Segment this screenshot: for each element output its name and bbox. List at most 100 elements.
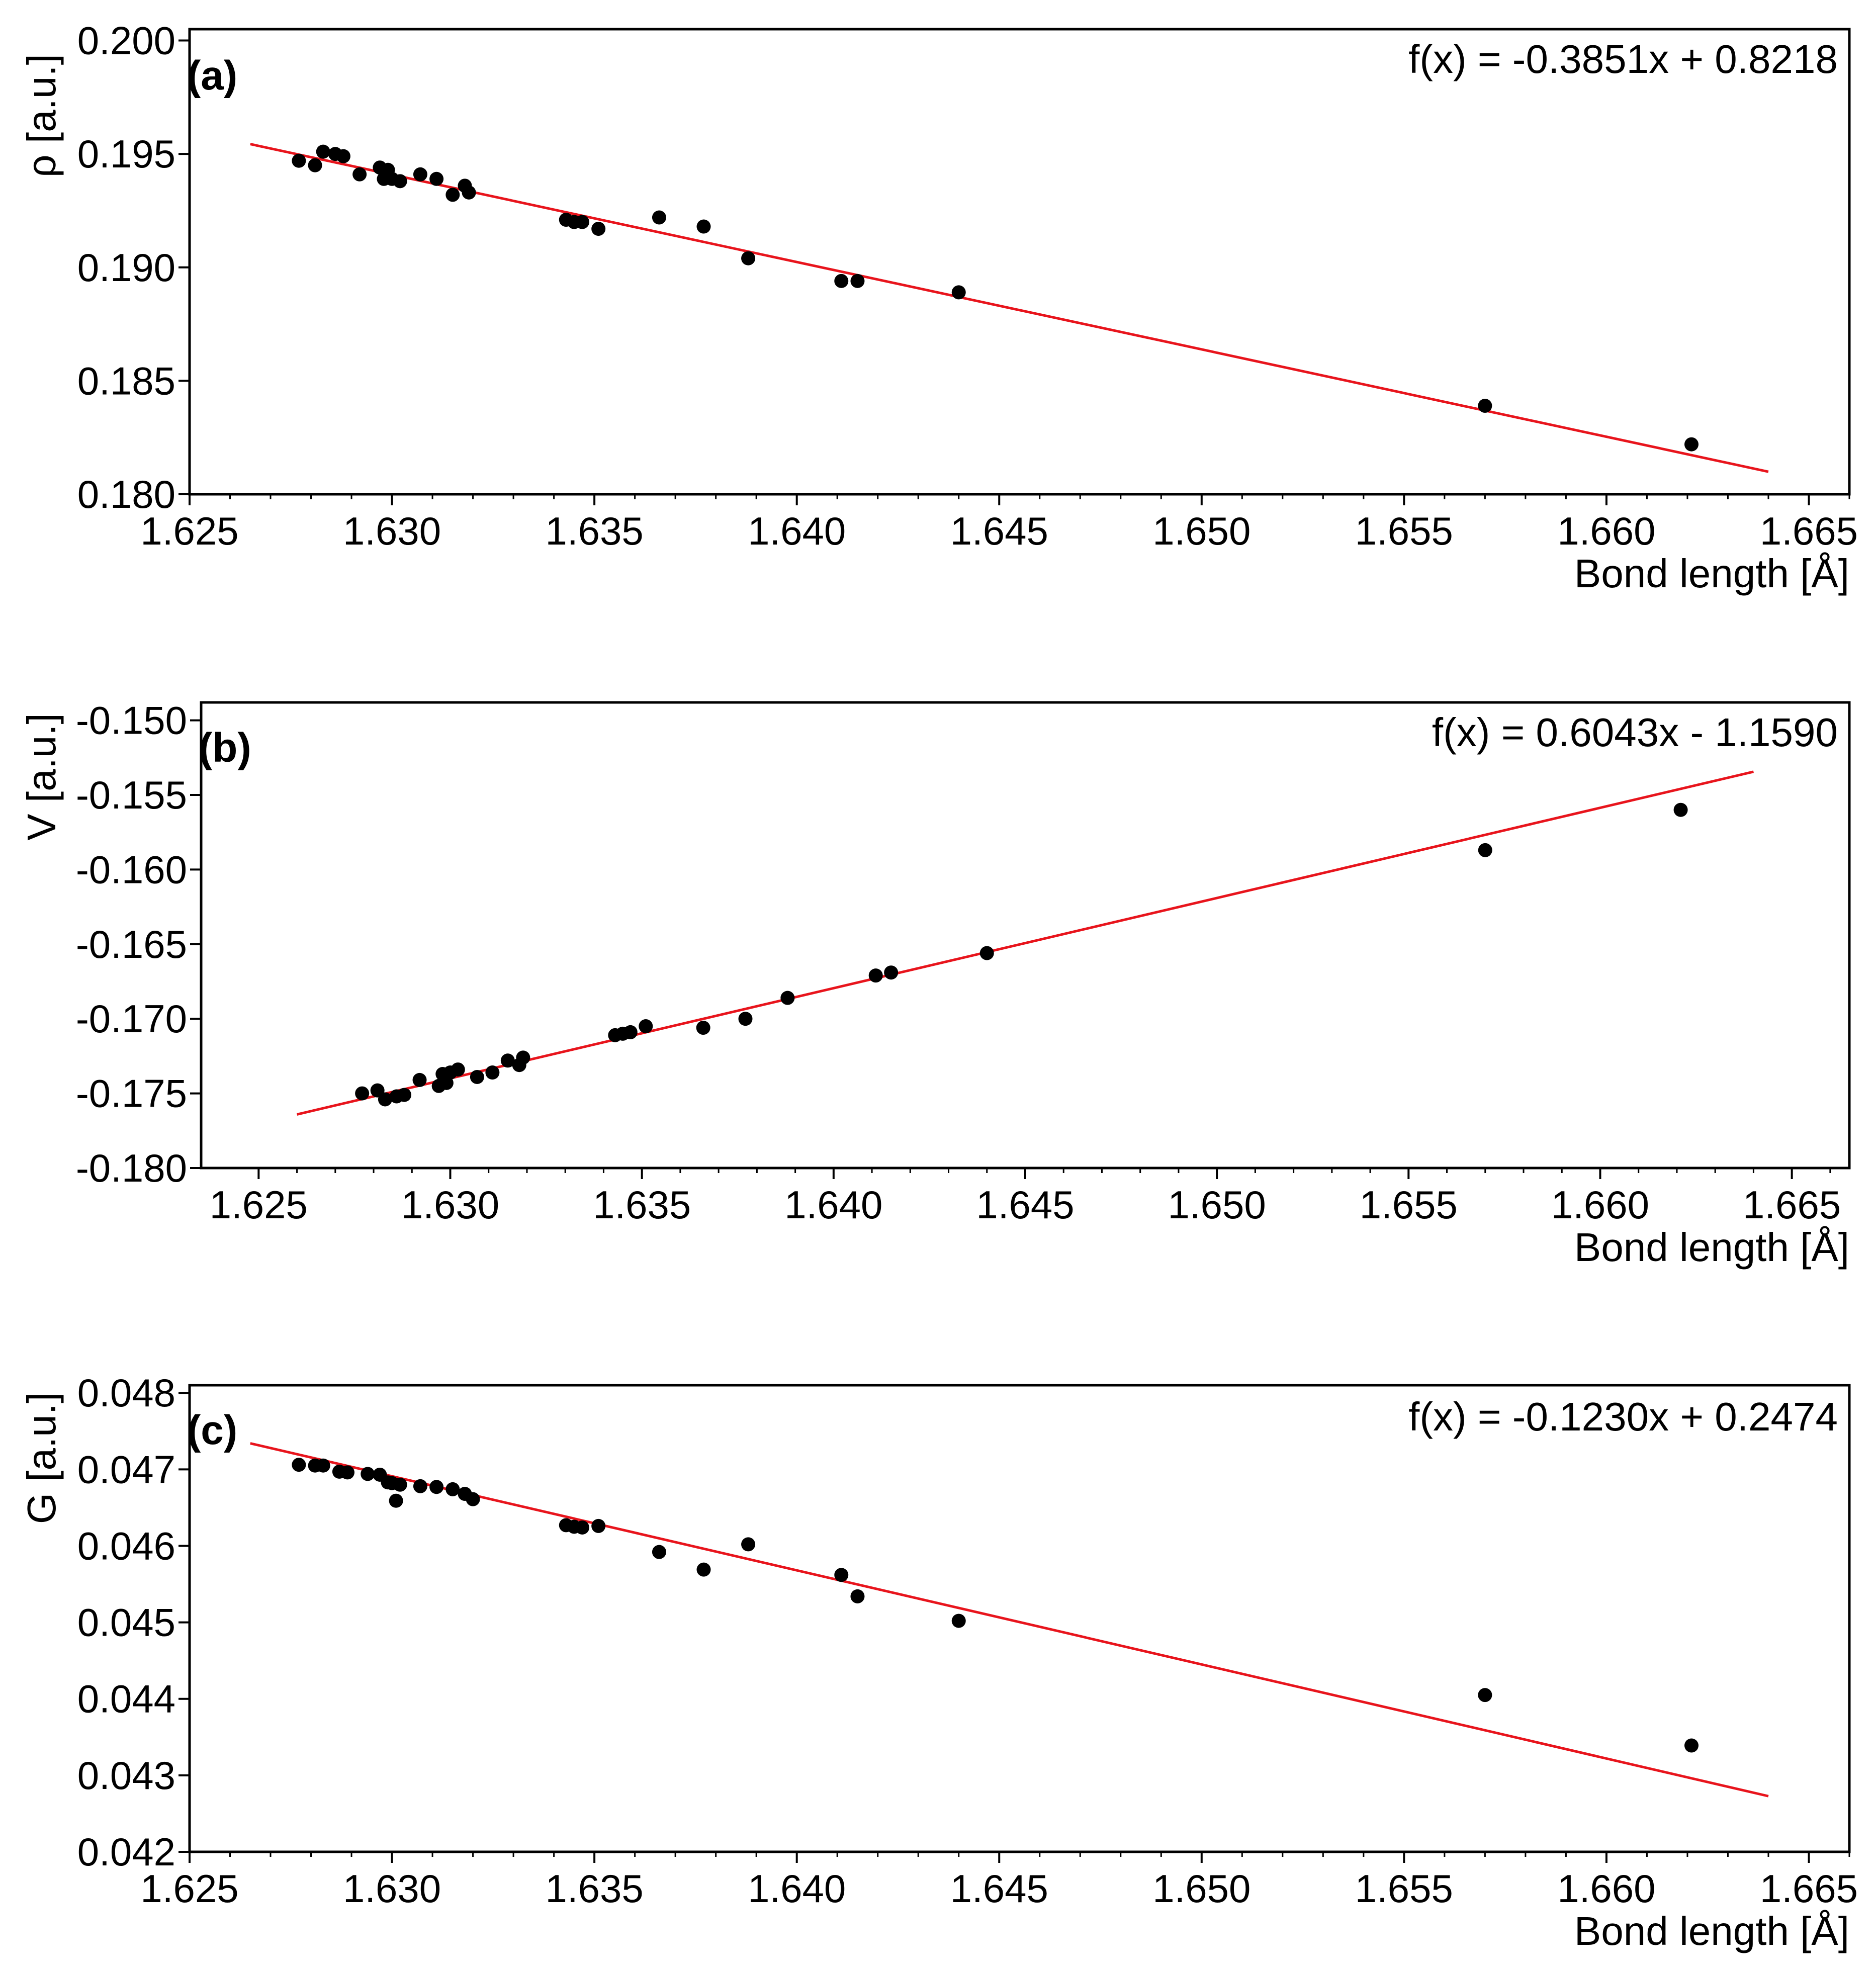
panel-b-x-tick-label: 1.660 (1551, 1183, 1649, 1227)
panel-a-x-tick-label: 1.650 (1152, 509, 1250, 553)
panel-a-data-point (1478, 399, 1492, 413)
panel-c-x-tick-label: 1.630 (343, 1866, 441, 1911)
panel-b-y-tick-label: -0.150 (76, 698, 187, 743)
panel-b-data-point (868, 968, 883, 983)
panel-a-y-axis-title: ρ [a.u.] (19, 54, 64, 177)
panel-c-data-point (696, 1562, 711, 1577)
panel-c: 1.625 1.630 1.635 1.640 1.645 1.650 1.655 1.660… (19, 1371, 1858, 1953)
panel-c-data-point (316, 1458, 330, 1473)
panel-a-y-tick-label: 0.185 (77, 359, 175, 403)
panel-b-data-point (1673, 802, 1688, 817)
panel-a-y-tick-label: 0.195 (77, 132, 175, 176)
panel-b-x-tick-label: 1.630 (401, 1183, 499, 1227)
panel-c-data-point (575, 1520, 589, 1535)
panel-b-data-point (780, 991, 795, 1005)
panel-c-data-point (1684, 1738, 1699, 1753)
panel-b: 1.625 1.630 1.635 1.640 1.645 1.650 1.655 1.660… (19, 698, 1851, 1270)
panel-c-y-tick-label: 0.042 (77, 1830, 175, 1874)
panel-c-x-tick-label: 1.650 (1152, 1866, 1250, 1911)
panel-a-x-tick-label: 1.640 (748, 509, 846, 553)
panel-a-x-tick-label: 1.645 (950, 509, 1048, 553)
panel-a-data-point (292, 153, 306, 168)
panel-a-y-tick-label: 0.190 (77, 245, 175, 290)
panel-b-data-point (639, 1019, 653, 1034)
panel-a-data-point (696, 219, 711, 234)
panel-b-x-tick-label: 1.665 (1743, 1183, 1841, 1227)
panel-b-label: (b) (199, 725, 251, 771)
panel-a-data-point (462, 185, 476, 200)
panel-b-y-tick-label: -0.155 (76, 773, 187, 817)
panel-a-plot-area: 1.625 1.630 1.635 1.640 1.645 1.650 1.655 1.660… (77, 19, 1858, 553)
panel-b-fit-line (297, 770, 1754, 1116)
panel-a-x-tick-label: 1.630 (343, 509, 441, 553)
panel-b-x-axis-title: Bond length [Å] (1574, 1225, 1849, 1270)
panel-b-y-tick-label: -0.160 (76, 847, 187, 891)
panel-b-data-point (1478, 843, 1492, 857)
panel-b-data-point (979, 946, 994, 960)
panel-a-x-tick-label: 1.665 (1760, 509, 1858, 553)
panel-c-data-point (591, 1518, 606, 1533)
panel-c-data-point (361, 1467, 375, 1481)
panel-c-y-tick-label: 0.044 (77, 1677, 175, 1721)
panel-a-label: (a) (187, 53, 237, 99)
panel-c-frame (188, 1384, 1851, 1853)
panel-a-x-tick-label: 1.635 (546, 509, 644, 553)
panel-a-data-point (393, 174, 407, 189)
panel-b-data-point (397, 1088, 412, 1102)
panel-a-x-tick-label: 1.655 (1355, 509, 1453, 553)
panel-a-y-tick-label: 0.180 (77, 472, 175, 516)
panel-b-y-axis-title: V [a.u.] (19, 713, 64, 840)
panel-c-data-point (413, 1479, 427, 1493)
panel-c-equation: f(x) = -0.1230x + 0.2474 (1408, 1394, 1838, 1439)
panel-b-data-point (696, 1021, 710, 1035)
panel-c-x-axis-title: Bond length [Å] (1574, 1909, 1849, 1953)
panel-b-data-point (623, 1025, 638, 1039)
panel-b-data-point (738, 1012, 753, 1026)
panel-b-x-tick-label: 1.655 (1360, 1183, 1458, 1227)
panel-a-x-tick-label: 1.625 (140, 509, 238, 553)
panel-c-data-point (951, 1614, 966, 1628)
panel-c-data-point (292, 1458, 306, 1472)
panel-a-data-point (316, 144, 330, 159)
panel-b-y-tick-label: -0.180 (76, 1146, 187, 1190)
panel-a-data-point (575, 215, 589, 229)
panel-a-equation: f(x) = -0.3851x + 0.8218 (1408, 37, 1838, 81)
panel-a-x-axis-title: Bond length [Å] (1574, 551, 1849, 596)
panel-c-fit-line (250, 1442, 1769, 1798)
panel-c-data-point (445, 1482, 460, 1496)
panel-c-data-point (429, 1480, 444, 1494)
panel-c-y-tick-label: 0.047 (77, 1447, 175, 1491)
panel-b-data-point (355, 1086, 370, 1101)
panel-c-x-tick-label: 1.625 (140, 1866, 238, 1911)
panel-c-data-point (652, 1545, 666, 1559)
panel-b-data-point (470, 1069, 484, 1084)
panel-b-y-tick-label: -0.170 (76, 997, 187, 1041)
panel-c-x-tick-label: 1.660 (1557, 1866, 1655, 1911)
panel-c-data-point (340, 1465, 354, 1480)
panel-c-y-axis-title: G [a.u.] (19, 1392, 64, 1524)
panel-a-data-point (834, 274, 849, 288)
panel-c-y-tick-label: 0.045 (77, 1600, 175, 1645)
panel-c-x-tick-label: 1.645 (950, 1866, 1048, 1911)
panel-a-data-point (591, 222, 606, 236)
panel-c-x-tick-label: 1.640 (748, 1866, 846, 1911)
panel-c-data-point (466, 1492, 480, 1506)
panel-c-y-tick-label: 0.048 (77, 1371, 175, 1415)
panel-c-data-point (850, 1589, 865, 1603)
panel-b-x-tick-label: 1.650 (1168, 1183, 1266, 1227)
panel-a-data-point (652, 210, 666, 225)
panel-a-y-tick-label: 0.200 (77, 19, 175, 63)
panel-c-data-point (1478, 1688, 1492, 1703)
panel-b-frame (200, 701, 1851, 1170)
panel-a-data-point (850, 274, 865, 288)
panel-b-y-tick-label: -0.165 (76, 922, 187, 966)
panel-b-y-tick-label: -0.175 (76, 1071, 187, 1116)
panel-a-frame (188, 28, 1851, 496)
panel-b-plot-area: 1.625 1.630 1.635 1.640 1.645 1.650 1.655 1.660… (76, 698, 1851, 1227)
panel-a-data-point (413, 167, 427, 182)
panel-a-data-point (1684, 437, 1699, 452)
panel-a-data-point (308, 158, 322, 172)
panel-c-y-tick-label: 0.046 (77, 1524, 175, 1568)
panel-b-data-point (500, 1053, 515, 1068)
